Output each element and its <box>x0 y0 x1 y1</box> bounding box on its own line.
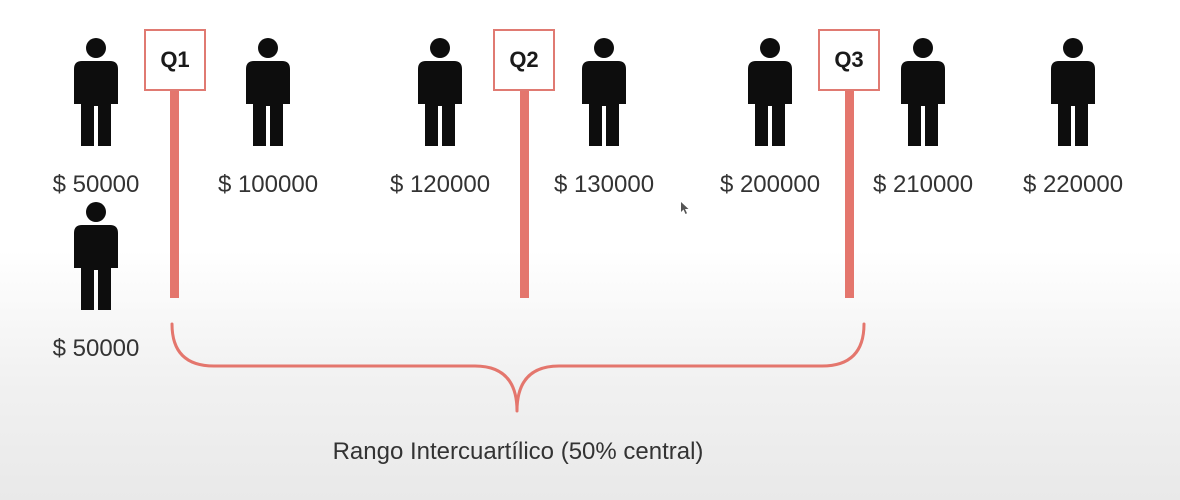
person-icon <box>747 36 793 148</box>
person-icon <box>900 36 946 148</box>
q3-box: Q3 <box>818 29 880 91</box>
person-icon <box>417 36 463 148</box>
person-icon <box>1050 36 1096 148</box>
person-icon <box>581 36 627 148</box>
person-icon <box>245 36 291 148</box>
person-icon <box>73 200 119 312</box>
interquartile-brace <box>170 322 866 413</box>
q1-line <box>170 90 179 298</box>
q2-box: Q2 <box>493 29 555 91</box>
salary-label: $ 200000 <box>719 171 821 198</box>
person-icon <box>73 36 119 148</box>
salary-label: $ 50000 <box>52 171 140 198</box>
salary-label: $ 220000 <box>1022 171 1124 198</box>
q2-line <box>520 90 529 298</box>
q3-line <box>845 90 854 298</box>
salary-label: $ 50000 <box>52 335 140 362</box>
salary-label: $ 210000 <box>872 171 974 198</box>
q1-box: Q1 <box>144 29 206 91</box>
salary-label: $ 120000 <box>389 171 491 198</box>
salary-label: $ 100000 <box>217 171 319 198</box>
interquartile-range-label: Rango Intercuartílico (50% central) <box>332 438 704 465</box>
cursor-icon <box>681 202 689 214</box>
salary-label: $ 130000 <box>553 171 655 198</box>
